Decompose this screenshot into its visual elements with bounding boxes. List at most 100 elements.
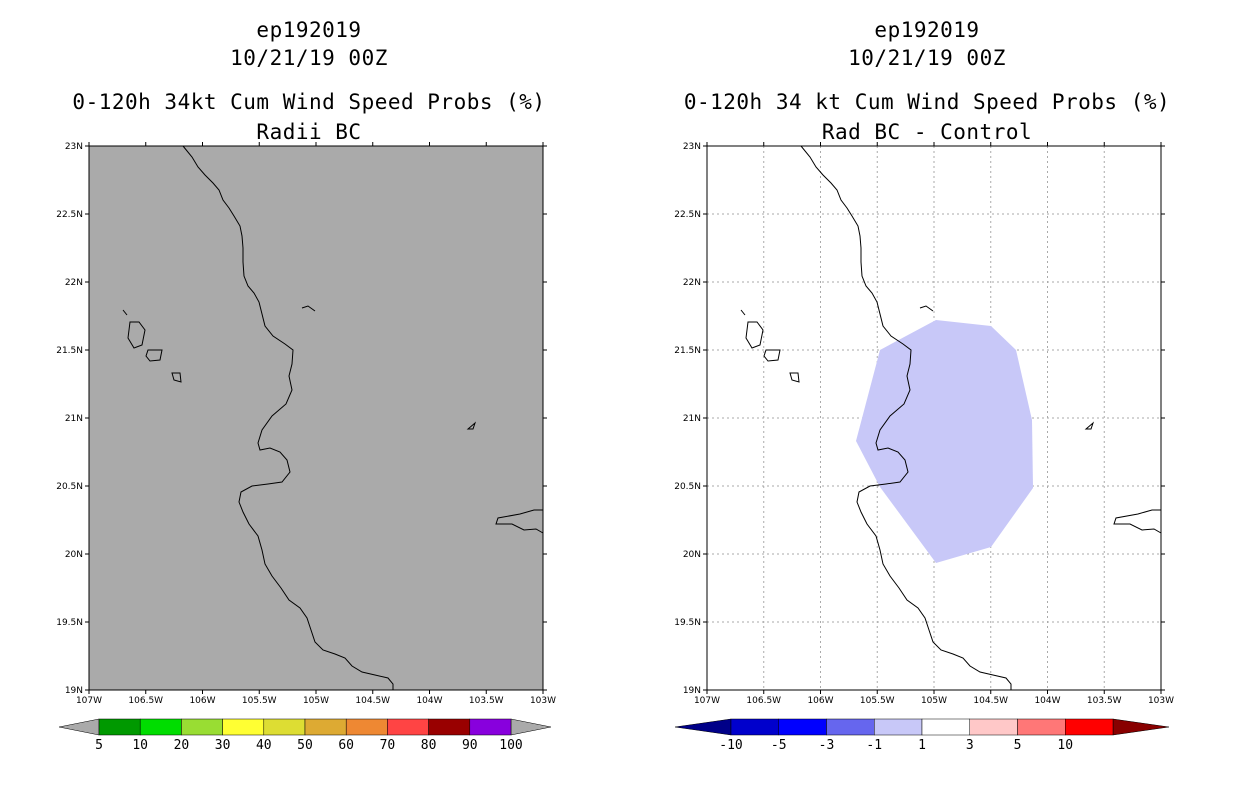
lat-label: 19.5N [674, 618, 701, 628]
colorbar-label: -10 [719, 738, 742, 753]
lon-label: 103W [1148, 696, 1174, 706]
lon-label: 107W [694, 696, 720, 706]
lon-label: 104.5W [355, 696, 390, 706]
mainland-coastline [182, 145, 394, 690]
right-map: 23N 22.5N 22N 21.5N 21N 20.5N 20N 19.5N 19N 107W… [674, 142, 1174, 753]
right-panel: ep192019 10/21/19 00Z 0-120h 34 kt Cum W… [618, 0, 1236, 800]
lon-label: 105.5W [242, 696, 277, 706]
island-1 [127, 321, 146, 349]
lon-label: 107W [76, 696, 102, 706]
colorbar-label: -1 [866, 738, 882, 753]
islet-1 [740, 309, 746, 316]
colorbar-label: 100 [499, 738, 522, 753]
colorbar-label: 80 [421, 738, 437, 753]
left-panel: ep192019 10/21/19 00Z 0-120h 34kt Cum Wi… [56, 18, 556, 753]
lon-label: 103.5W [469, 696, 504, 706]
colorbar-swatch [469, 718, 512, 736]
lat-label: 22.5N [674, 210, 701, 220]
lon-labels: 107W 106.5W 106W 105.5W 105W 104.5W 104W 103.5W… [694, 696, 1174, 706]
colorbar-swatch [304, 718, 347, 736]
colorbar-label: 60 [338, 738, 354, 753]
grid-lines [707, 146, 1161, 690]
storm-id-title: ep192019 [256, 18, 362, 42]
lon-label: 106.5W [128, 696, 163, 706]
colorbar-swatch [181, 718, 223, 736]
coastline [122, 145, 544, 690]
colorbar-end-arrow-low [58, 718, 100, 736]
colorbar-swatch [428, 718, 471, 736]
colorbar-swatch [778, 718, 827, 736]
forecast-time-title: 10/21/19 00Z [848, 46, 1006, 70]
colorbar-label: 3 [966, 738, 974, 753]
lat-label: 21.5N [674, 346, 701, 356]
colorbar-label: -3 [819, 738, 835, 753]
lon-label: 104W [416, 696, 442, 706]
islet-3 [466, 421, 477, 430]
colorbar-label: 10 [1057, 738, 1073, 753]
product-title: 0-120h 34kt Cum Wind Speed Probs (%) [72, 90, 546, 114]
peninsula-coast [495, 509, 544, 534]
colorbar-label: 5 [95, 738, 103, 753]
colorbar-swatch [139, 718, 182, 736]
lon-label: 106W [189, 696, 215, 706]
forecast-time-title: 10/21/19 00Z [230, 46, 388, 70]
colorbar-swatch [826, 718, 875, 736]
coastline [740, 145, 1162, 690]
colorbar-swatch [345, 718, 388, 736]
product-subtitle: Rad BC - Control [821, 120, 1033, 144]
probability-colorbar: 5 10 20 30 40 50 60 70 80 90 100 [58, 718, 552, 753]
islet-1 [122, 309, 128, 316]
lon-label: 105W [303, 696, 329, 706]
lat-label: 21N [65, 414, 83, 424]
colorbar-swatch [969, 718, 1018, 736]
lat-label: 19.5N [56, 618, 83, 628]
colorbar-swatch [921, 718, 970, 736]
colorbar-label: 1 [918, 738, 926, 753]
lon-label: 103.5W [1087, 696, 1122, 706]
lat-label: 22N [65, 278, 83, 288]
difference-shaded-region [856, 320, 1033, 563]
mainland-coastline [800, 145, 1012, 690]
colorbar-label: 10 [132, 738, 148, 753]
lat-label: 23N [683, 142, 701, 152]
colorbar-swatch [1017, 718, 1066, 736]
lat-label: 22.5N [56, 210, 83, 220]
island-3 [171, 372, 182, 383]
probability-field [89, 146, 543, 690]
peninsula-coast [1113, 509, 1162, 534]
colorbar-swatch [387, 718, 429, 736]
colorbar-label: 30 [215, 738, 231, 753]
lat-labels: 23N 22.5N 22N 21.5N 21N 20.5N 20N 19.5N 19N [56, 142, 83, 696]
islet-3 [1084, 421, 1095, 430]
lon-label: 103W [530, 696, 556, 706]
left-map: 23N 22.5N 22N 21.5N 21N 20.5N 20N 19.5N 19N 107W… [56, 142, 556, 753]
colorbar-label: 50 [297, 738, 313, 753]
lat-label: 20.5N [674, 482, 701, 492]
colorbar-swatch [874, 718, 923, 736]
colorbar-label: 40 [256, 738, 272, 753]
colorbar-end-arrow-high [1112, 718, 1170, 736]
island-3 [789, 372, 800, 383]
lat-label: 23N [65, 142, 83, 152]
lon-label: 105W [921, 696, 947, 706]
colorbar-swatch [1065, 718, 1114, 736]
colorbar-swatch [222, 718, 265, 736]
lon-label: 106.5W [746, 696, 781, 706]
colorbar-label: 70 [380, 738, 396, 753]
storm-id-title: ep192019 [874, 18, 980, 42]
lat-labels: 23N 22.5N 22N 21.5N 21N 20.5N 20N 19.5N 19N [674, 142, 701, 696]
lat-label: 21N [683, 414, 701, 424]
colorbar-end-arrow-low [674, 718, 732, 736]
axis-ticks [85, 142, 547, 694]
colorbar-label: 90 [462, 738, 478, 753]
lon-label: 104W [1034, 696, 1060, 706]
difference-colorbar: -10 -5 -3 -1 1 3 5 10 [674, 718, 1170, 753]
lon-label: 104.5W [973, 696, 1008, 706]
lon-label: 106W [807, 696, 833, 706]
colorbar-label: -5 [771, 738, 787, 753]
lat-label: 19N [683, 686, 701, 696]
lat-label: 21.5N [56, 346, 83, 356]
lat-label: 19N [65, 686, 83, 696]
lon-labels: 107W 106.5W 106W 105.5W 105W 104.5W 104W 103.5W… [76, 696, 556, 706]
colorbar-label: 20 [174, 738, 190, 753]
